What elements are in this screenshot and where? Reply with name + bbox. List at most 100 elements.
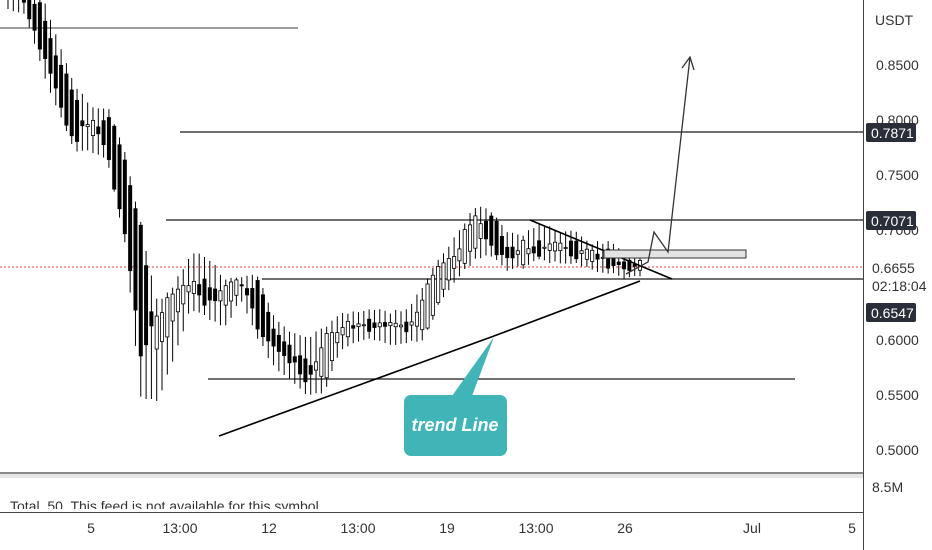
candle-body [404,321,409,333]
candle-body [616,261,621,265]
candle-body [64,73,69,126]
candle-body [468,224,473,252]
candle-body [244,288,249,296]
candle-body [128,185,133,272]
candle-body [255,280,260,330]
candle-body [627,259,632,271]
candle-body [160,312,165,342]
candle-body [388,322,393,327]
candle-body [69,89,74,137]
candle-body [112,125,117,190]
last-price-label-bg [866,258,932,296]
candle-body [292,356,297,363]
candle-body [489,215,494,246]
candle-body [53,55,58,89]
candle-body [351,325,356,329]
last-price-label: 0.6655 [872,260,915,276]
candle-body [563,247,568,249]
candle-body [319,347,324,377]
candle-body [287,344,292,364]
candle-body [276,334,281,352]
candle-body [170,293,175,322]
candle-body [462,229,467,264]
projection-box[interactable] [603,249,747,259]
candle-body [510,246,515,259]
candle-body [409,321,414,326]
candle-body [383,322,388,327]
candle-body [446,258,451,281]
time-scale: 5 13:00 12 13:00 19 13:00 26 Jul 5 [87,520,856,536]
candle-body [324,333,329,379]
candle-body [329,332,334,362]
candle-body [181,284,186,305]
candle-body [239,284,244,287]
candle-body [266,311,271,342]
candle-body [202,278,207,306]
price-badge [866,211,916,230]
candle-body [43,20,48,59]
callout-pointer [452,337,494,396]
price-badge [866,123,916,142]
volume-scale-label: 8.5M [872,479,903,495]
candle-body [186,285,191,293]
candle-body [32,3,37,31]
candle-body [590,249,595,262]
ascending-trend-line-extension[interactable] [493,280,641,337]
candle-body [37,2,42,50]
candle-body [537,240,542,257]
plot-area[interactable] [0,0,863,472]
candle-body [48,38,53,74]
candle-body [399,324,404,328]
candle-body [80,120,85,127]
candle-body [420,299,425,331]
candle-body [340,327,345,336]
price-tick: 0.8500 [876,57,919,73]
candle-body [303,358,308,383]
candle-body [308,365,313,375]
candle-body [106,117,111,160]
candle-body [218,290,223,302]
price-badge-text: 0.6547 [871,305,914,321]
candle-body [197,284,202,296]
candle-body [101,120,106,146]
candle-body [553,241,558,252]
candle-body [372,322,377,328]
candle-body [367,318,372,332]
candle-body [441,262,446,290]
candle-body [282,341,287,356]
trend-line-callout[interactable]: trend Line [404,337,507,456]
price-scale: USDT 0.8500 0.8000 0.7500 0.7000 0.6000 … [866,12,932,495]
candle-body [138,224,143,357]
candle-body [478,223,483,239]
projection-path[interactable] [625,56,691,275]
currency-label: USDT [875,12,914,28]
candle-body [356,323,361,328]
price-tick: 0.7500 [876,167,919,183]
volume-pane: Total, 50. This feed is not available fo… [10,498,319,509]
candle-body [414,311,419,327]
candle-body [521,239,526,266]
candle-body [430,274,435,316]
candle-body [90,119,95,136]
candle-body [558,242,563,252]
candle-body [377,322,382,328]
countdown-label: 02:18:04 [872,278,927,294]
candle-body [122,159,127,235]
price-tick: 0.5000 [876,442,919,458]
candle-body [457,248,462,262]
candle-body [298,355,303,375]
candle-body [494,220,499,256]
candle-body [473,215,478,249]
candle-body [144,265,149,346]
time-tick: 12 [261,520,277,536]
candle-body [542,246,547,249]
candle-body [632,264,637,267]
descending-trend-line[interactable] [529,219,673,280]
candle-body [483,220,488,240]
time-tick: Jul [743,520,761,536]
price-tick: 0.6000 [876,332,919,348]
candle-body [85,124,90,128]
pane-separator-shadow [0,474,863,478]
ascending-trend-line[interactable] [218,335,495,437]
